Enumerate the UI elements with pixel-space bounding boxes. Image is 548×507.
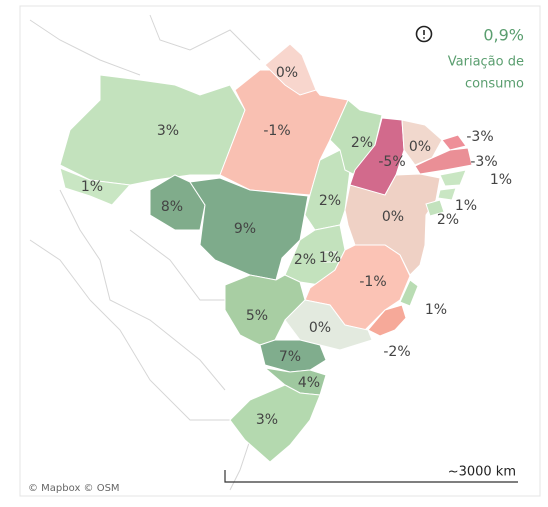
state-region [189,177,309,281]
legend-caption: Variação de [448,55,524,70]
info-icon [415,25,433,43]
legend-value: 0,9% [483,26,524,45]
state-region [304,244,411,331]
labels: 3%1%-1%0%8%9%2%2%-5%0%-3%-3%1%1%0% 2%2% 1%… [81,65,512,428]
scale-label: ~3000 km [448,465,516,480]
state-label: 5% [246,308,268,324]
state-region [284,299,373,351]
state-region [414,147,473,175]
state-label: 1% [425,302,447,318]
state-region [399,279,419,307]
attribution: © Mapbox © OSM [28,483,120,494]
state-label: 1% [490,172,512,188]
state-label: 2% [351,135,373,151]
scale-bar: ~3000 km [224,465,518,483]
state-label: 0% [382,209,404,225]
state-label: -5% [378,154,405,170]
state-label: 3% [157,123,179,139]
state-label: 9% [234,221,256,237]
info-icon-dot [423,37,425,39]
state-region [367,304,407,337]
state-region [437,187,457,201]
state-region [229,384,321,463]
state-region [264,43,317,96]
state-label: 3% [256,412,278,428]
legend-caption: consumo [465,77,524,92]
state-label: 0% [309,320,331,336]
state-label: 2% [294,252,316,268]
state-label: -3% [466,129,493,145]
state-label: 4% [298,375,320,391]
state-region [323,251,337,263]
state-region [59,74,246,186]
regions [59,43,473,463]
scale-line [224,470,518,483]
state-label: 7% [279,349,301,365]
state-label: 1% [455,198,477,214]
state-region [149,174,206,231]
state-label: -3% [470,154,497,170]
state-region [59,167,132,206]
state-label: 0% [276,65,298,81]
state-region [344,173,441,276]
state-label: 0% [409,139,431,155]
state-label: 1% [81,179,103,195]
state-region [441,134,467,151]
state-label: -1% [263,123,290,139]
state-label: -2% [383,344,410,360]
state-label: 1% [319,250,341,266]
state-label: -1% [359,274,386,290]
state-label: 2% [437,212,459,228]
state-region [219,69,349,196]
legend: 0,9% Variação de consumo [415,25,524,92]
state-label: 8% [161,199,183,215]
state-region [425,199,445,217]
state-label: 2% [319,193,341,209]
background-borders [29,14,261,491]
state-region [439,169,467,187]
